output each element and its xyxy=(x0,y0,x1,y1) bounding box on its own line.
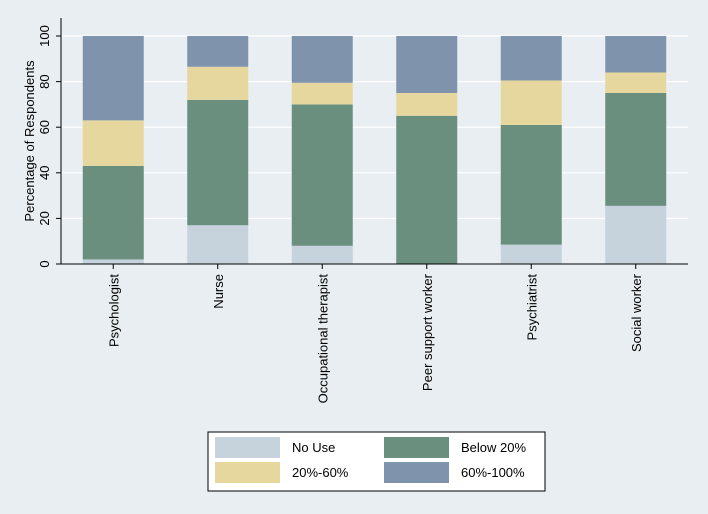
gridlines xyxy=(61,35,688,219)
legend-label: Below 20% xyxy=(461,440,526,455)
legend-label: 20%-60% xyxy=(292,465,349,480)
bar-segment-20-60- xyxy=(82,120,144,166)
y-tick-label: 0 xyxy=(37,260,52,267)
bar-segment-60-100- xyxy=(82,36,144,121)
y-tick-label: 80 xyxy=(37,74,52,88)
category-label: Psychiatrist xyxy=(524,274,539,341)
bar-segment-60-100- xyxy=(500,36,562,81)
legend-swatch xyxy=(384,437,449,458)
bar-segment-60-100- xyxy=(396,36,458,93)
bar-segment-60-100- xyxy=(187,36,249,67)
bar-segment-no-use xyxy=(605,205,667,264)
bar-segment-20-60- xyxy=(291,82,353,105)
y-ticks: 0 20 40 60 80 100 xyxy=(37,25,61,268)
bar-segment-20-60- xyxy=(396,93,458,116)
bar-segment-60-100- xyxy=(605,36,667,73)
y-tick-label: 20 xyxy=(37,211,52,225)
y-tick-label: 40 xyxy=(37,166,52,180)
bar-segment-no-use xyxy=(187,225,249,264)
y-axis-title: Percentage of Respondents xyxy=(22,60,37,222)
legend-swatch xyxy=(215,437,280,458)
axes xyxy=(60,18,688,265)
bar-segment-below-20- xyxy=(396,115,458,264)
bar-segment-20-60- xyxy=(500,80,562,125)
bar-segment-below-20- xyxy=(605,93,667,206)
legend: No Use Below 20% 20%-60% 60%-100% xyxy=(207,431,546,492)
bars xyxy=(82,36,667,264)
category-label: Psychologist xyxy=(106,274,121,347)
bar-segment-below-20- xyxy=(82,165,144,260)
category-label: Nurse xyxy=(211,274,226,309)
y-tick-label: 100 xyxy=(37,25,52,47)
category-label: Social worker xyxy=(629,273,644,352)
bar-segment-no-use xyxy=(82,259,144,264)
legend-swatch xyxy=(384,462,449,483)
bar-segment-no-use xyxy=(291,245,353,264)
bar-segment-60-100- xyxy=(291,36,353,83)
bar-segment-20-60- xyxy=(187,66,249,100)
legend-label: 60%-100% xyxy=(461,465,525,480)
y-tick-label: 60 xyxy=(37,120,52,134)
legend-label: No Use xyxy=(292,440,335,455)
bar-segment-below-20- xyxy=(500,124,562,245)
category-label: Occupational therapist xyxy=(315,274,330,404)
bar-segment-20-60- xyxy=(605,72,667,93)
category-labels: Psychologist Nurse Occupational therapist P… xyxy=(106,264,644,403)
category-label: Peer support worker xyxy=(420,273,435,391)
legend-swatch xyxy=(215,462,280,483)
bar-segment-below-20- xyxy=(187,99,249,226)
bar-segment-no-use xyxy=(500,244,562,264)
bar-segment-below-20- xyxy=(291,104,353,246)
